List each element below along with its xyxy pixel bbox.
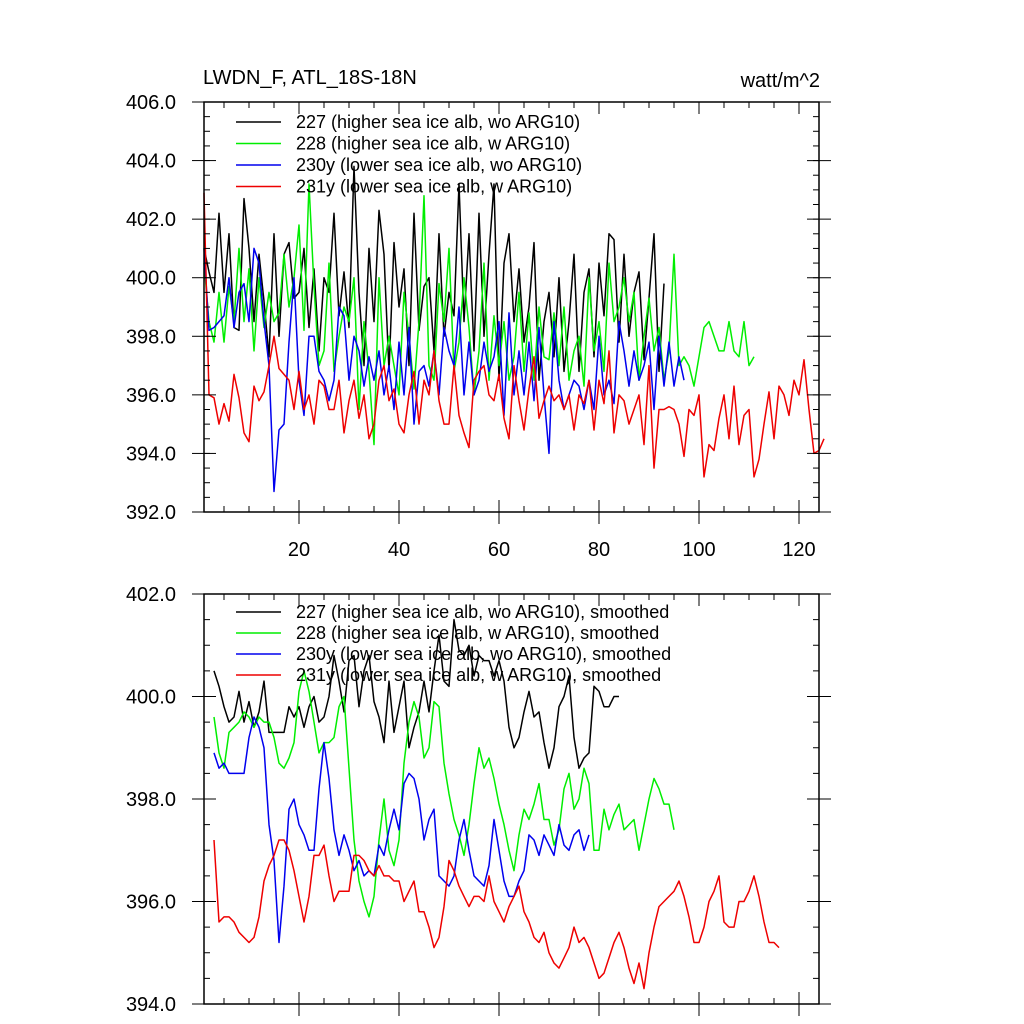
top-panel-ticks: 20 40 60 80 100 120 392.0 394.0 396.0 398.0 400.0 4… (126, 92, 831, 561)
series-line-2 (213, 716, 590, 944)
y-tick-label: 394.0 (126, 443, 176, 465)
y-tick-label: 398.0 (126, 326, 176, 348)
series-line-0 (213, 618, 619, 769)
y-tick-label: 400.0 (126, 687, 176, 709)
y-tick-label: 402.0 (126, 584, 176, 606)
y-tick-label: 396.0 (126, 892, 176, 914)
top-panel-legend: 227 (higher sea ice alb, wo ARG10)228 (h… (236, 112, 582, 197)
y-tick-label: 394.0 (126, 994, 176, 1016)
x-tick-label: 80 (588, 539, 610, 561)
top-panel-title: LWDN_F, ATL_18S-18N (203, 67, 417, 89)
x-tick-label: 40 (388, 539, 410, 561)
y-tick-label: 398.0 (126, 789, 176, 811)
top-panel-series (203, 165, 825, 493)
x-tick-label: 60 (488, 539, 510, 561)
y-tick-label: 396.0 (126, 385, 176, 407)
bottom-panel-legend: 227 (higher sea ice alb, wo ARG10), smoo… (236, 602, 671, 685)
x-tick-label: 100 (682, 539, 715, 561)
top-panel: LWDN_F, ATL_18S-18N watt/m^2 20 40 60 80 100… (126, 67, 831, 561)
y-tick-label: 406.0 (126, 92, 176, 114)
legend-label-3: 231y (lower sea ice alb, w ARG10) (296, 177, 572, 197)
series-line-1 (213, 670, 675, 918)
series-line-3 (203, 192, 825, 478)
x-tick-label: 20 (288, 539, 310, 561)
bottom-panel-series (213, 618, 780, 990)
legend-label-2: 230y (lower sea ice alb, wo ARG10) (296, 155, 582, 175)
y-tick-label: 404.0 (126, 151, 176, 173)
bottom-panel: 394.0 396.0 398.0 400.0 402.0 227 (higher se… (126, 584, 831, 1016)
bottom-panel-ticks: 394.0 396.0 398.0 400.0 402.0 (126, 584, 831, 1016)
y-tick-label: 400.0 (126, 268, 176, 290)
series-line-3 (213, 839, 780, 990)
legend-label-1: 228 (higher sea ice alb, w ARG10) (296, 134, 570, 154)
legend-label-2: 230y (lower sea ice alb, wo ARG10), smoo… (296, 644, 671, 664)
legend-label-0: 227 (higher sea ice alb, wo ARG10), smoo… (296, 602, 669, 622)
series-line-2 (203, 247, 685, 493)
top-panel-units: watt/m^2 (740, 70, 820, 92)
x-tick-label: 120 (782, 539, 815, 561)
y-tick-label: 392.0 (126, 502, 176, 524)
legend-label-0: 227 (higher sea ice alb, wo ARG10) (296, 112, 580, 132)
legend-label-1: 228 (higher sea ice alb, w ARG10), smoot… (296, 623, 659, 643)
legend-label-3: 231y (lower sea ice alb, w ARG10), smoot… (296, 665, 661, 685)
y-tick-label: 402.0 (126, 209, 176, 231)
